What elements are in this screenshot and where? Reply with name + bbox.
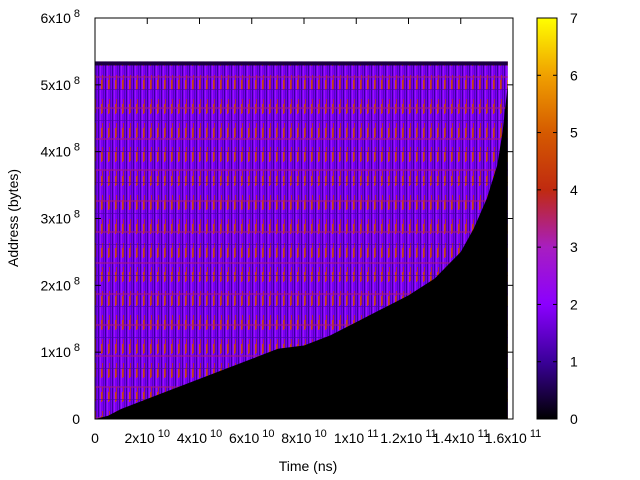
colorbar-tick-label: 0 — [570, 411, 578, 427]
colorbar-tick-label: 5 — [570, 125, 578, 141]
x-tick-label: 4x10 10 — [177, 428, 223, 446]
heatmap-top-edge — [95, 61, 508, 66]
x-tick-label: 0 — [91, 430, 99, 446]
x-tick-label: 6x10 10 — [229, 428, 275, 446]
empty-region-below-boundary — [95, 84, 508, 420]
x-tick-label: 1.6x10 11 — [485, 428, 541, 446]
colorbar-tick-label: 3 — [570, 239, 578, 255]
y-tick-label: 0 — [72, 411, 80, 427]
y-axis-title: Address (bytes) — [5, 169, 21, 267]
colorbar-tick-label: 7 — [570, 10, 578, 26]
colorbar-tick-label: 2 — [570, 296, 578, 312]
y-tick-label: 6x10 8 — [41, 8, 80, 26]
colorbar-tick-label: 1 — [570, 354, 578, 370]
x-tick-label: 8x10 10 — [281, 428, 327, 446]
y-axis-ticks: 0 1x10 8 2x10 8 3x10 8 4x10 8 5x10 8 6x10 8 — [41, 8, 513, 427]
x-axis-title: Time (ns) — [279, 458, 338, 474]
y-tick-label: 4x10 8 — [41, 142, 80, 160]
y-tick-label: 3x10 8 — [41, 209, 80, 227]
x-tick-label: 2x10 10 — [124, 428, 170, 446]
y-tick-label: 2x10 8 — [41, 275, 80, 293]
plot-area — [95, 18, 513, 420]
colorbar-tick-label: 6 — [570, 67, 578, 83]
x-tick-label: 1.4x10 11 — [433, 428, 489, 446]
y-tick-label: 1x10 8 — [41, 342, 80, 360]
x-tick-label: 1x10 11 — [334, 428, 379, 446]
x-axis-ticks: 0 2x10 10 4x10 10 6x10 10 8x10 10 1x10 11 1.2x10 111… — [91, 18, 541, 446]
colorbar: 0 1 2 3 4 5 6 7 — [536, 10, 578, 427]
x-tick-label: 1.2x10 11 — [380, 428, 436, 446]
y-tick-label: 5x10 8 — [41, 75, 80, 93]
colorbar-gradient — [536, 17, 558, 420]
colorbar-tick-label: 4 — [570, 182, 578, 198]
